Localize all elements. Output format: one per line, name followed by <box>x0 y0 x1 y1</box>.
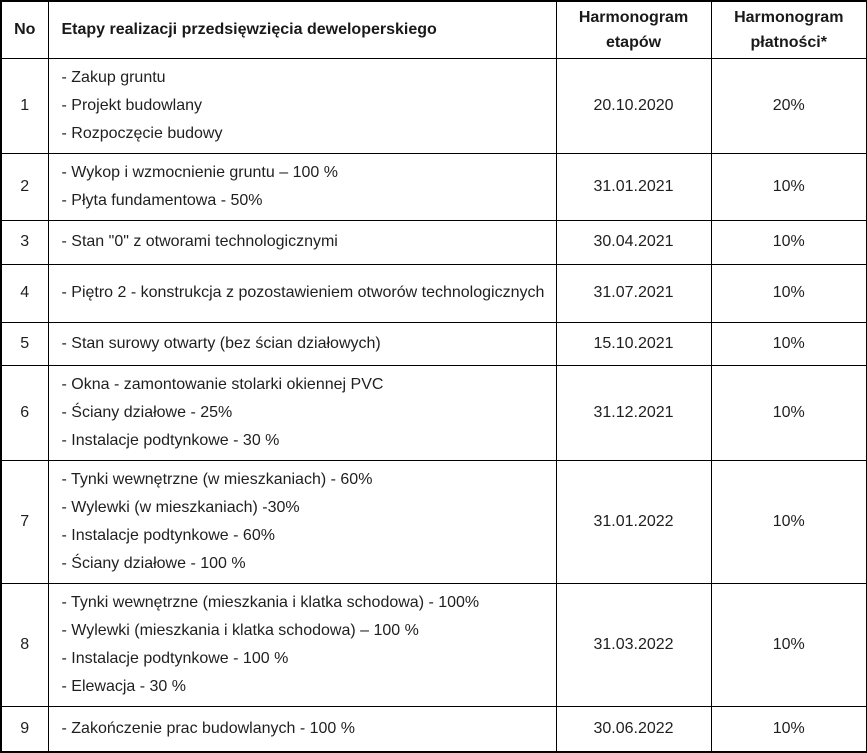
column-header-payment-schedule: Harmonogram płatności* <box>710 0 867 59</box>
row-number: 9 <box>0 705 49 753</box>
payment-percent: 10% <box>710 364 867 461</box>
stage-item: - Instalacje podtynkowe - 60% <box>61 526 275 544</box>
stage-items-cell: - Stan surowy otwarty (bez ścian działow… <box>47 321 557 366</box>
stage-item: - Zakończenie prac budowlanych - 100 % <box>61 719 356 737</box>
stage-items-cell: - Zakończenie prac budowlanych - 100 % <box>47 705 557 753</box>
stage-items-cell: - Stan "0" z otworami technologicznymi <box>47 219 557 265</box>
stage-date: 31.07.2021 <box>555 263 712 323</box>
stage-items-cell: - Wykop i wzmocnienie gruntu – 100 % - P… <box>47 152 557 221</box>
stage-item: - Ściany działowe - 100 % <box>61 554 246 572</box>
table-header-row: No Etapy realizacji przedsięwzięcia dewe… <box>0 0 867 59</box>
stage-item: - Instalacje podtynkowe - 30 % <box>61 431 280 449</box>
table-row: 4 - Piętro 2 - konstrukcja z pozostawien… <box>0 263 867 323</box>
payment-percent: 10% <box>710 219 867 265</box>
stage-item: - Zakup gruntu <box>61 68 166 86</box>
row-number: 8 <box>0 582 49 707</box>
table-row: 6 - Okna - zamontowanie stolarki okienne… <box>0 364 867 461</box>
stage-date: 31.01.2021 <box>555 152 712 221</box>
stage-items-cell: - Okna - zamontowanie stolarki okiennej … <box>47 364 557 461</box>
table-row: 2 - Wykop i wzmocnienie gruntu – 100 % -… <box>0 152 867 221</box>
row-number: 3 <box>0 219 49 265</box>
row-number: 4 <box>0 263 49 323</box>
stage-date: 31.01.2022 <box>555 459 712 584</box>
column-header-stage-schedule: Harmonogram etapów <box>555 0 712 59</box>
column-header-no: No <box>0 0 49 59</box>
payment-percent: 10% <box>710 321 867 366</box>
stage-item: - Tynki wewnętrzne (w mieszkaniach) - 60… <box>61 470 373 488</box>
stage-items-cell: - Tynki wewnętrzne (w mieszkaniach) - 60… <box>47 459 557 584</box>
stage-item: - Ściany działowe - 25% <box>61 403 233 421</box>
stage-item: - Tynki wewnętrzne (mieszkania i klatka … <box>61 593 480 611</box>
stage-item: - Płyta fundamentowa - 50% <box>61 191 263 209</box>
stage-date: 30.04.2021 <box>555 219 712 265</box>
row-number: 2 <box>0 152 49 221</box>
payment-percent: 20% <box>710 57 867 154</box>
stage-date: 30.06.2022 <box>555 705 712 753</box>
table-row: 5 - Stan surowy otwarty (bez ścian dział… <box>0 321 867 366</box>
stage-item: - Projekt budowlany <box>61 96 203 114</box>
stage-item: - Elewacja - 30 % <box>61 677 187 695</box>
table-row: 1 - Zakup gruntu - Projekt budowlany - R… <box>0 57 867 154</box>
stage-item: - Piętro 2 - konstrukcja z pozostawienie… <box>61 284 545 301</box>
stage-item: - Stan "0" z otworami technologicznymi <box>61 233 338 250</box>
row-number: 7 <box>0 459 49 584</box>
payment-percent: 10% <box>710 152 867 221</box>
stage-item: - Instalacje podtynkowe - 100 % <box>61 649 289 667</box>
column-header-stages: Etapy realizacji przedsięwzięcia dewelop… <box>47 0 557 59</box>
row-number: 1 <box>0 57 49 154</box>
row-number: 5 <box>0 321 49 366</box>
payment-percent: 10% <box>710 263 867 323</box>
table-row: 3 - Stan "0" z otworami technologicznymi… <box>0 219 867 265</box>
stage-item: - Wykop i wzmocnienie gruntu – 100 % <box>61 163 338 181</box>
stage-date: 31.12.2021 <box>555 364 712 461</box>
stage-item: - Okna - zamontowanie stolarki okiennej … <box>61 375 384 393</box>
stage-date: 15.10.2021 <box>555 321 712 366</box>
stage-item: - Wylewki (w mieszkaniach) -30% <box>61 498 300 516</box>
stage-date: 20.10.2020 <box>555 57 712 154</box>
stage-items-cell: - Piętro 2 - konstrukcja z pozostawienie… <box>47 263 557 323</box>
stage-items-cell: - Tynki wewnętrzne (mieszkania i klatka … <box>47 582 557 707</box>
stage-item: - Stan surowy otwarty (bez ścian działow… <box>61 334 381 352</box>
payment-percent: 10% <box>710 459 867 584</box>
payment-percent: 10% <box>710 705 867 753</box>
payment-percent: 10% <box>710 582 867 707</box>
row-number: 6 <box>0 364 49 461</box>
stage-items-cell: - Zakup gruntu - Projekt budowlany - Roz… <box>47 57 557 154</box>
stage-item: - Rozpoczęcie budowy <box>61 124 223 142</box>
table-row: 7 - Tynki wewnętrzne (w mieszkaniach) - … <box>0 459 867 584</box>
stage-item: - Wylewki (mieszkania i klatka schodowa)… <box>61 621 419 639</box>
table-row: 9 - Zakończenie prac budowlanych - 100 %… <box>0 705 867 753</box>
table-row: 8 - Tynki wewnętrzne (mieszkania i klatk… <box>0 582 867 707</box>
stage-date: 31.03.2022 <box>555 582 712 707</box>
